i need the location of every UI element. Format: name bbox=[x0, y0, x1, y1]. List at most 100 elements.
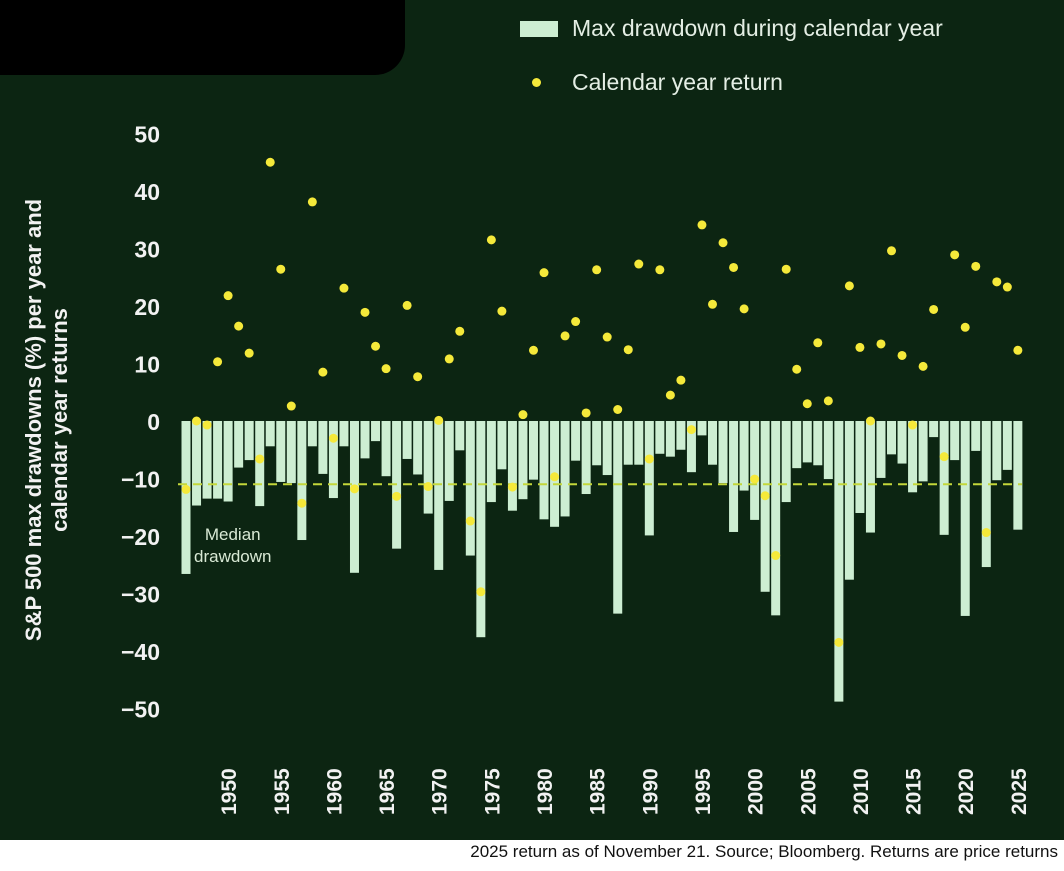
y-tick-label: −40 bbox=[121, 639, 160, 665]
return-dot bbox=[813, 338, 823, 348]
drawdown-bar bbox=[760, 421, 770, 592]
x-tick-label: 2005 bbox=[797, 768, 820, 815]
return-dot bbox=[939, 452, 949, 462]
drawdown-bar bbox=[423, 421, 433, 514]
drawdown-bar bbox=[708, 421, 717, 465]
drawdown-bar bbox=[939, 421, 949, 535]
return-dot bbox=[371, 341, 381, 351]
drawdown-bar bbox=[528, 421, 538, 480]
return-dot bbox=[655, 265, 665, 275]
drawdown-bar bbox=[802, 421, 812, 463]
return-dot bbox=[297, 498, 307, 508]
return-dot bbox=[718, 238, 728, 248]
drawdown-bar bbox=[686, 421, 696, 473]
return-dot bbox=[392, 491, 402, 501]
drawdown-bar bbox=[234, 421, 244, 468]
x-tick-label: 2020 bbox=[955, 768, 978, 815]
return-dot bbox=[360, 307, 370, 317]
return-dot bbox=[960, 322, 970, 332]
return-dot bbox=[771, 551, 781, 561]
return-dot bbox=[486, 235, 496, 245]
return-dot bbox=[1002, 282, 1012, 292]
drawdown-bar bbox=[865, 421, 875, 533]
return-dot bbox=[792, 364, 802, 374]
drawdown-bar bbox=[497, 421, 507, 470]
chart-panel bbox=[0, 0, 1064, 840]
drawdown-bar bbox=[813, 421, 823, 466]
return-dot bbox=[276, 264, 286, 274]
drawdown-bar bbox=[286, 421, 296, 484]
x-tick-label: 1990 bbox=[639, 768, 662, 815]
return-dot bbox=[571, 317, 581, 327]
return-dot bbox=[402, 300, 412, 310]
return-dot bbox=[929, 304, 939, 314]
return-dot bbox=[339, 283, 349, 293]
y-tick-label: 50 bbox=[134, 122, 160, 148]
drawdown-bar bbox=[560, 421, 570, 517]
drawdown-bar bbox=[887, 421, 897, 455]
return-dot bbox=[265, 157, 275, 167]
drawdown-bar bbox=[339, 421, 349, 447]
drawdown-bar bbox=[676, 421, 686, 450]
drawdown-bar bbox=[192, 421, 202, 506]
legend-drawdown-label: Max drawdown during calendar year bbox=[572, 15, 943, 41]
return-dot bbox=[844, 281, 854, 291]
drawdown-bar bbox=[371, 421, 381, 442]
drawdown-bar bbox=[792, 421, 802, 469]
return-dot bbox=[918, 361, 928, 371]
return-dot bbox=[581, 408, 591, 418]
return-dot bbox=[739, 304, 749, 314]
drawdown-bar bbox=[571, 421, 581, 461]
drawdown-bar bbox=[476, 421, 486, 638]
drawdown-bar bbox=[581, 421, 591, 495]
return-dot bbox=[318, 367, 328, 377]
y-axis-label: S&P 500 max drawdowns (%) per year and c… bbox=[21, 198, 72, 642]
y-tick-label: 10 bbox=[134, 352, 160, 378]
return-dot bbox=[181, 484, 191, 494]
drawdown-bar bbox=[1013, 421, 1023, 530]
redacted-title-area bbox=[0, 0, 405, 75]
x-tick-label: 2010 bbox=[850, 768, 873, 815]
return-dot bbox=[349, 484, 359, 494]
drawdown-bar bbox=[592, 421, 602, 466]
return-dot bbox=[434, 415, 444, 425]
drawdown-bar bbox=[276, 421, 286, 482]
drawdown-bar bbox=[539, 421, 549, 520]
x-tick-label: 1995 bbox=[692, 768, 715, 815]
return-dot bbox=[834, 637, 844, 647]
return-dot bbox=[613, 405, 623, 414]
return-dot bbox=[855, 342, 865, 352]
legend-item-return: Calendar year return bbox=[520, 69, 783, 96]
drawdown-bar bbox=[602, 421, 612, 476]
median-label-line: drawdown bbox=[194, 547, 272, 566]
return-dot bbox=[760, 491, 770, 501]
return-dot bbox=[455, 326, 465, 336]
x-tick-label: 1960 bbox=[323, 768, 346, 815]
x-tick-label: 1975 bbox=[481, 768, 504, 815]
return-dot bbox=[592, 265, 602, 275]
return-dot bbox=[992, 277, 1002, 287]
return-dot bbox=[729, 262, 739, 272]
median-label-line: Median bbox=[204, 525, 261, 544]
return-dot bbox=[223, 291, 233, 301]
drawdown-bar bbox=[897, 421, 907, 464]
return-dot bbox=[444, 354, 454, 364]
return-dot bbox=[528, 345, 538, 355]
drawdown-bar bbox=[518, 421, 528, 500]
return-dot bbox=[971, 261, 981, 271]
drawdown-bar bbox=[297, 421, 307, 541]
return-dot bbox=[202, 420, 212, 430]
return-dot bbox=[708, 299, 717, 309]
y-tick-label: 0 bbox=[147, 409, 160, 435]
return-dot bbox=[897, 350, 907, 360]
return-dot bbox=[476, 587, 486, 597]
median-drawdown-label: Median drawdown bbox=[194, 524, 272, 568]
drawdown-bar bbox=[360, 421, 370, 459]
drawdown-bar bbox=[644, 421, 654, 536]
drawdown-bar bbox=[823, 421, 833, 480]
return-dot bbox=[644, 454, 654, 464]
return-dot bbox=[697, 220, 707, 230]
drawdown-bar bbox=[960, 421, 970, 616]
return-dot bbox=[550, 472, 560, 482]
